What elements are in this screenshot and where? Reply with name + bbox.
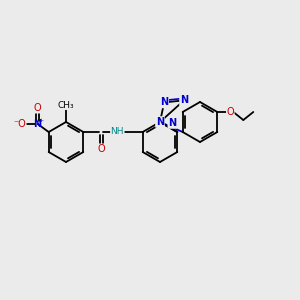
Text: N: N bbox=[34, 119, 42, 129]
Text: N: N bbox=[160, 98, 168, 107]
Text: O: O bbox=[34, 103, 41, 113]
Text: ⁻O: ⁻O bbox=[13, 119, 26, 129]
Text: N: N bbox=[168, 118, 176, 128]
Text: O: O bbox=[226, 107, 234, 117]
Text: +: + bbox=[39, 118, 44, 123]
Text: N: N bbox=[156, 117, 164, 127]
Text: N: N bbox=[180, 95, 188, 105]
Text: NH: NH bbox=[111, 127, 124, 136]
Text: CH₃: CH₃ bbox=[58, 100, 74, 109]
Text: O: O bbox=[98, 144, 105, 154]
